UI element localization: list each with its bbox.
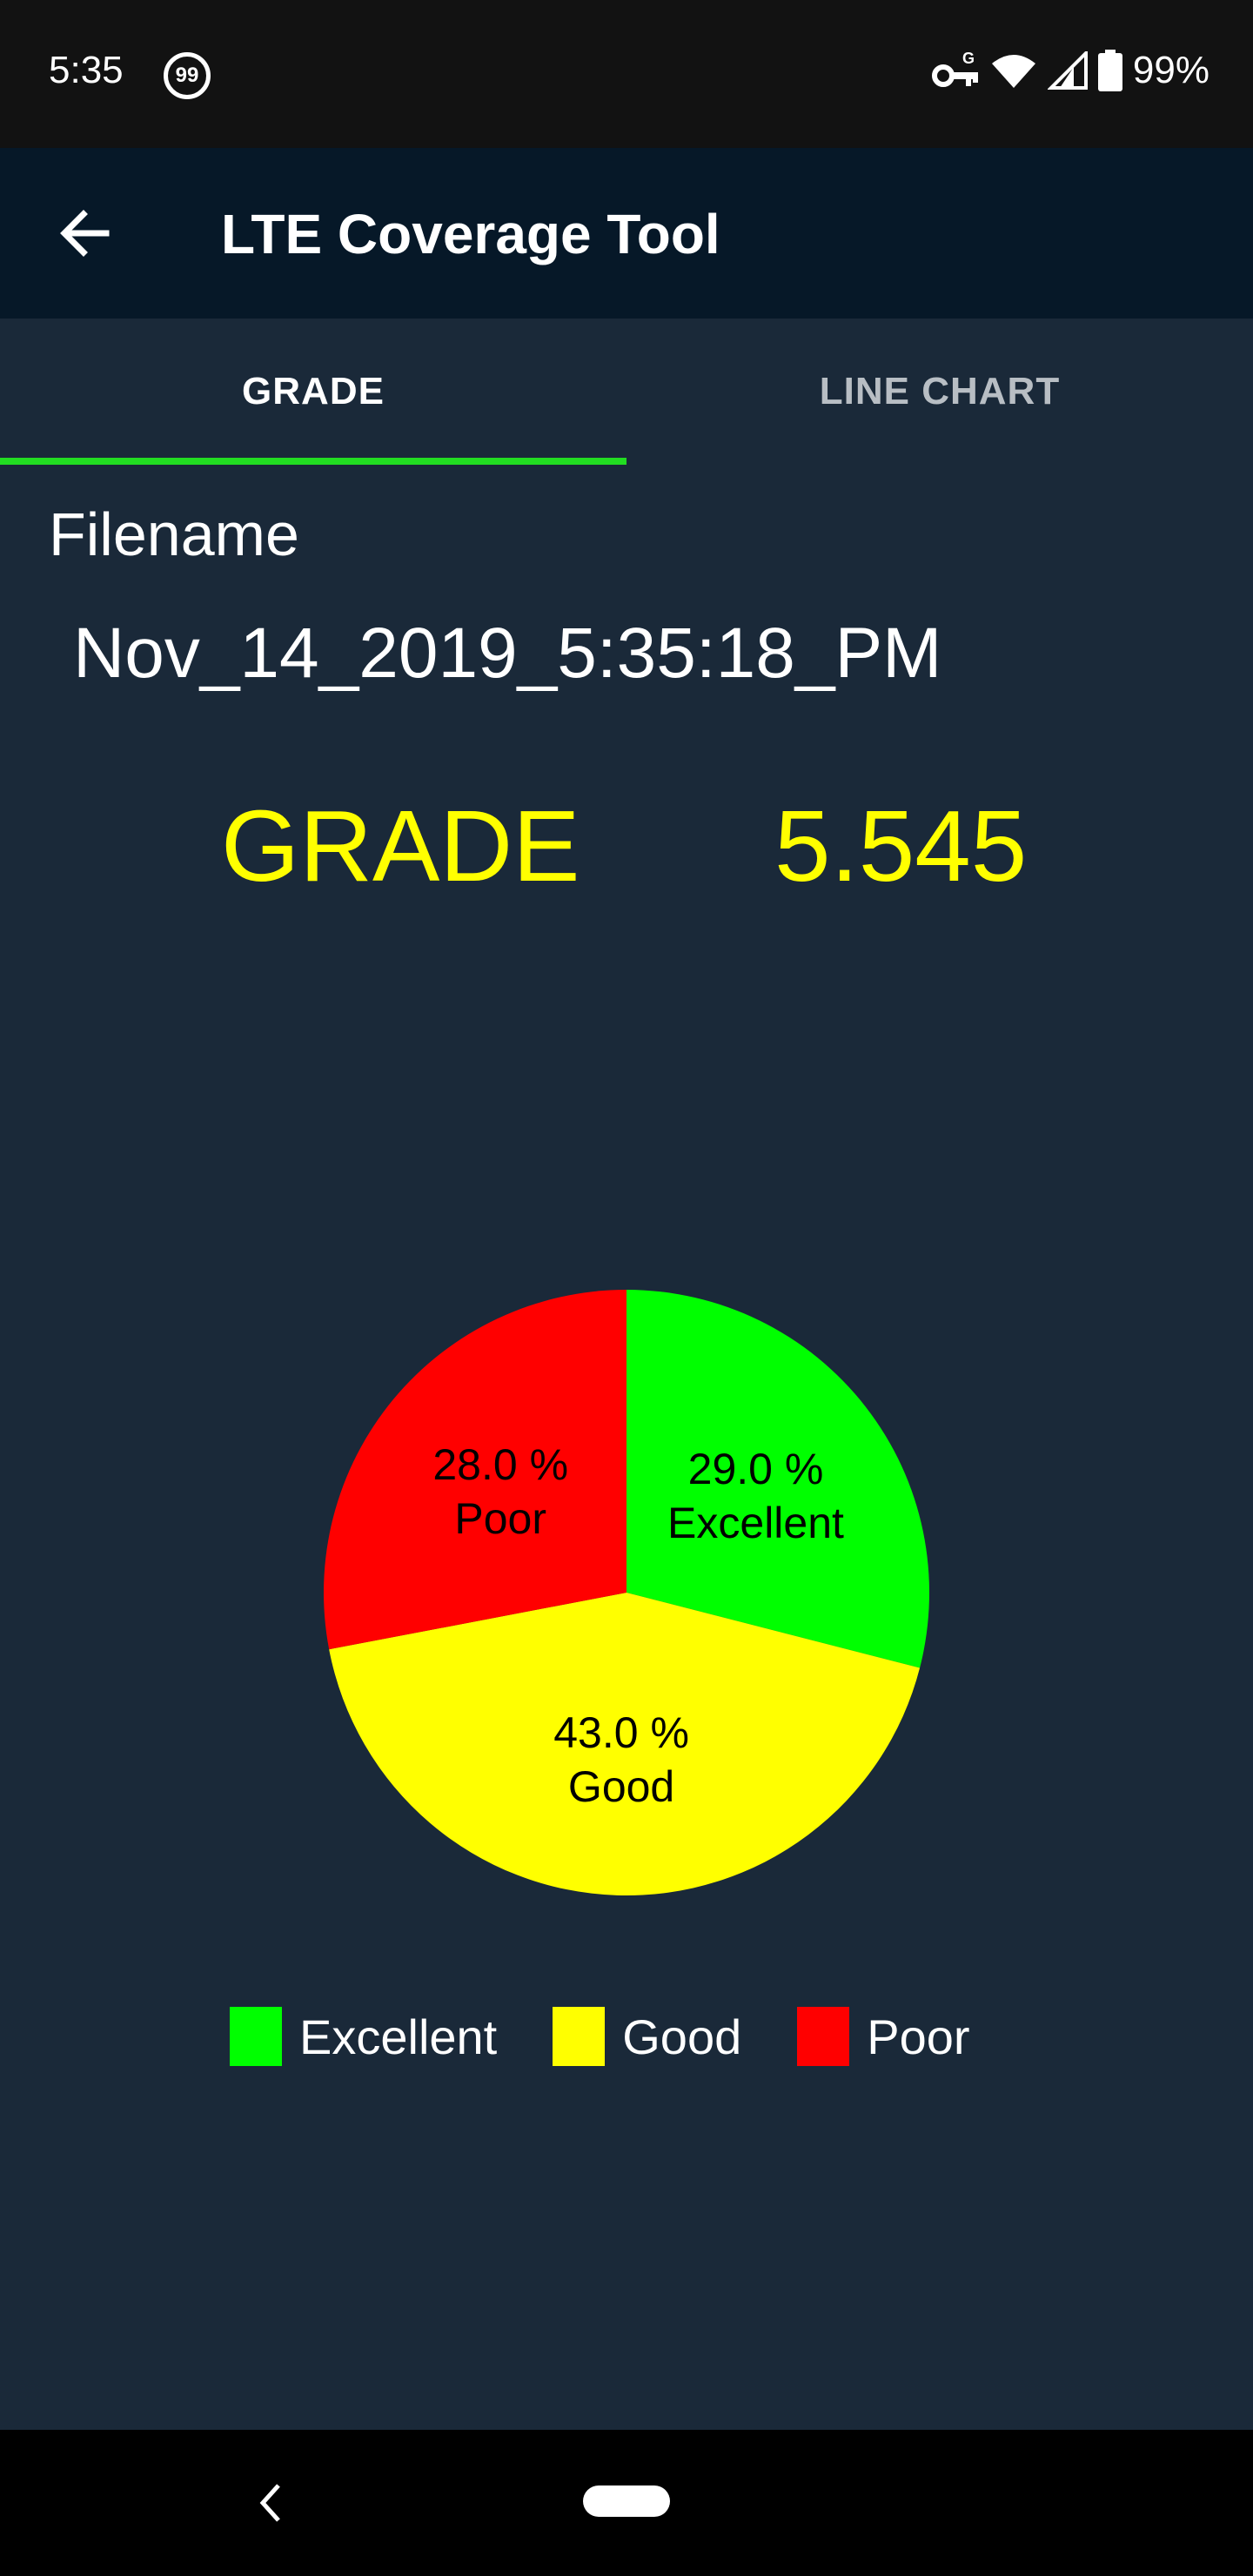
- system-nav-bar: [0, 2430, 1253, 2576]
- pie-value-label-good: 43.0 %: [553, 1708, 689, 1757]
- grade-label: GRADE: [221, 789, 580, 902]
- grade-value: 5.545: [774, 789, 1028, 902]
- tab-line-chart[interactable]: LINE CHART: [819, 370, 1061, 413]
- tab-grade[interactable]: GRADE: [242, 370, 385, 413]
- pie-slice-good: [329, 1593, 921, 1895]
- legend-label-excellent: Excellent: [299, 2009, 498, 2064]
- legend-item-good: Good: [553, 2007, 741, 2066]
- legend-label-good: Good: [622, 2009, 742, 2064]
- app-title: LTE Coverage Tool: [221, 203, 720, 265]
- vpn-key-icon: G: [931, 50, 978, 87]
- tab-indicator: [0, 458, 626, 465]
- pie-category-label-excellent: Excellent: [667, 1499, 844, 1547]
- legend-item-excellent: Excellent: [230, 2007, 497, 2066]
- wifi-icon: [991, 55, 1035, 88]
- pie-value-label-excellent: 29.0 %: [688, 1445, 824, 1493]
- legend-swatch-good: [553, 2007, 606, 2066]
- notification-badge: 99: [164, 52, 211, 99]
- filename-label: Filename: [49, 500, 299, 568]
- legend-swatch-excellent: [230, 2007, 282, 2066]
- nav-back-icon[interactable]: [252, 2479, 287, 2527]
- tab-bar: GRADE LINE CHART: [0, 319, 1253, 465]
- arrow-left-icon[interactable]: [52, 200, 118, 266]
- filename-value: Nov_14_2019_5:35:18_PM: [73, 614, 942, 693]
- cell-signal-icon: [1047, 51, 1088, 90]
- pie-category-label-poor: Poor: [454, 1494, 546, 1543]
- pie-category-label-good: Good: [568, 1762, 674, 1811]
- pie-value-label-poor: 28.0 %: [432, 1440, 568, 1489]
- pie-slice-poor: [323, 1290, 626, 1650]
- status-bar: 5:35 99 G 99%: [0, 0, 1253, 148]
- battery-percent: 99%: [1132, 49, 1209, 91]
- status-icons: G 99%: [931, 49, 1209, 92]
- legend-item-poor: Poor: [797, 2007, 970, 2066]
- app-bar: LTE Coverage Tool: [0, 148, 1253, 319]
- legend-swatch-poor: [797, 2007, 850, 2066]
- chart-legend: Excellent Good Poor: [230, 2005, 1026, 2068]
- status-time: 5:35: [49, 49, 124, 91]
- battery-icon: [1097, 50, 1122, 91]
- pie-slice-excellent: [626, 1290, 929, 1668]
- nav-home-pill[interactable]: [583, 2485, 670, 2517]
- legend-label-poor: Poor: [867, 2009, 970, 2064]
- svg-text:G: G: [962, 50, 975, 67]
